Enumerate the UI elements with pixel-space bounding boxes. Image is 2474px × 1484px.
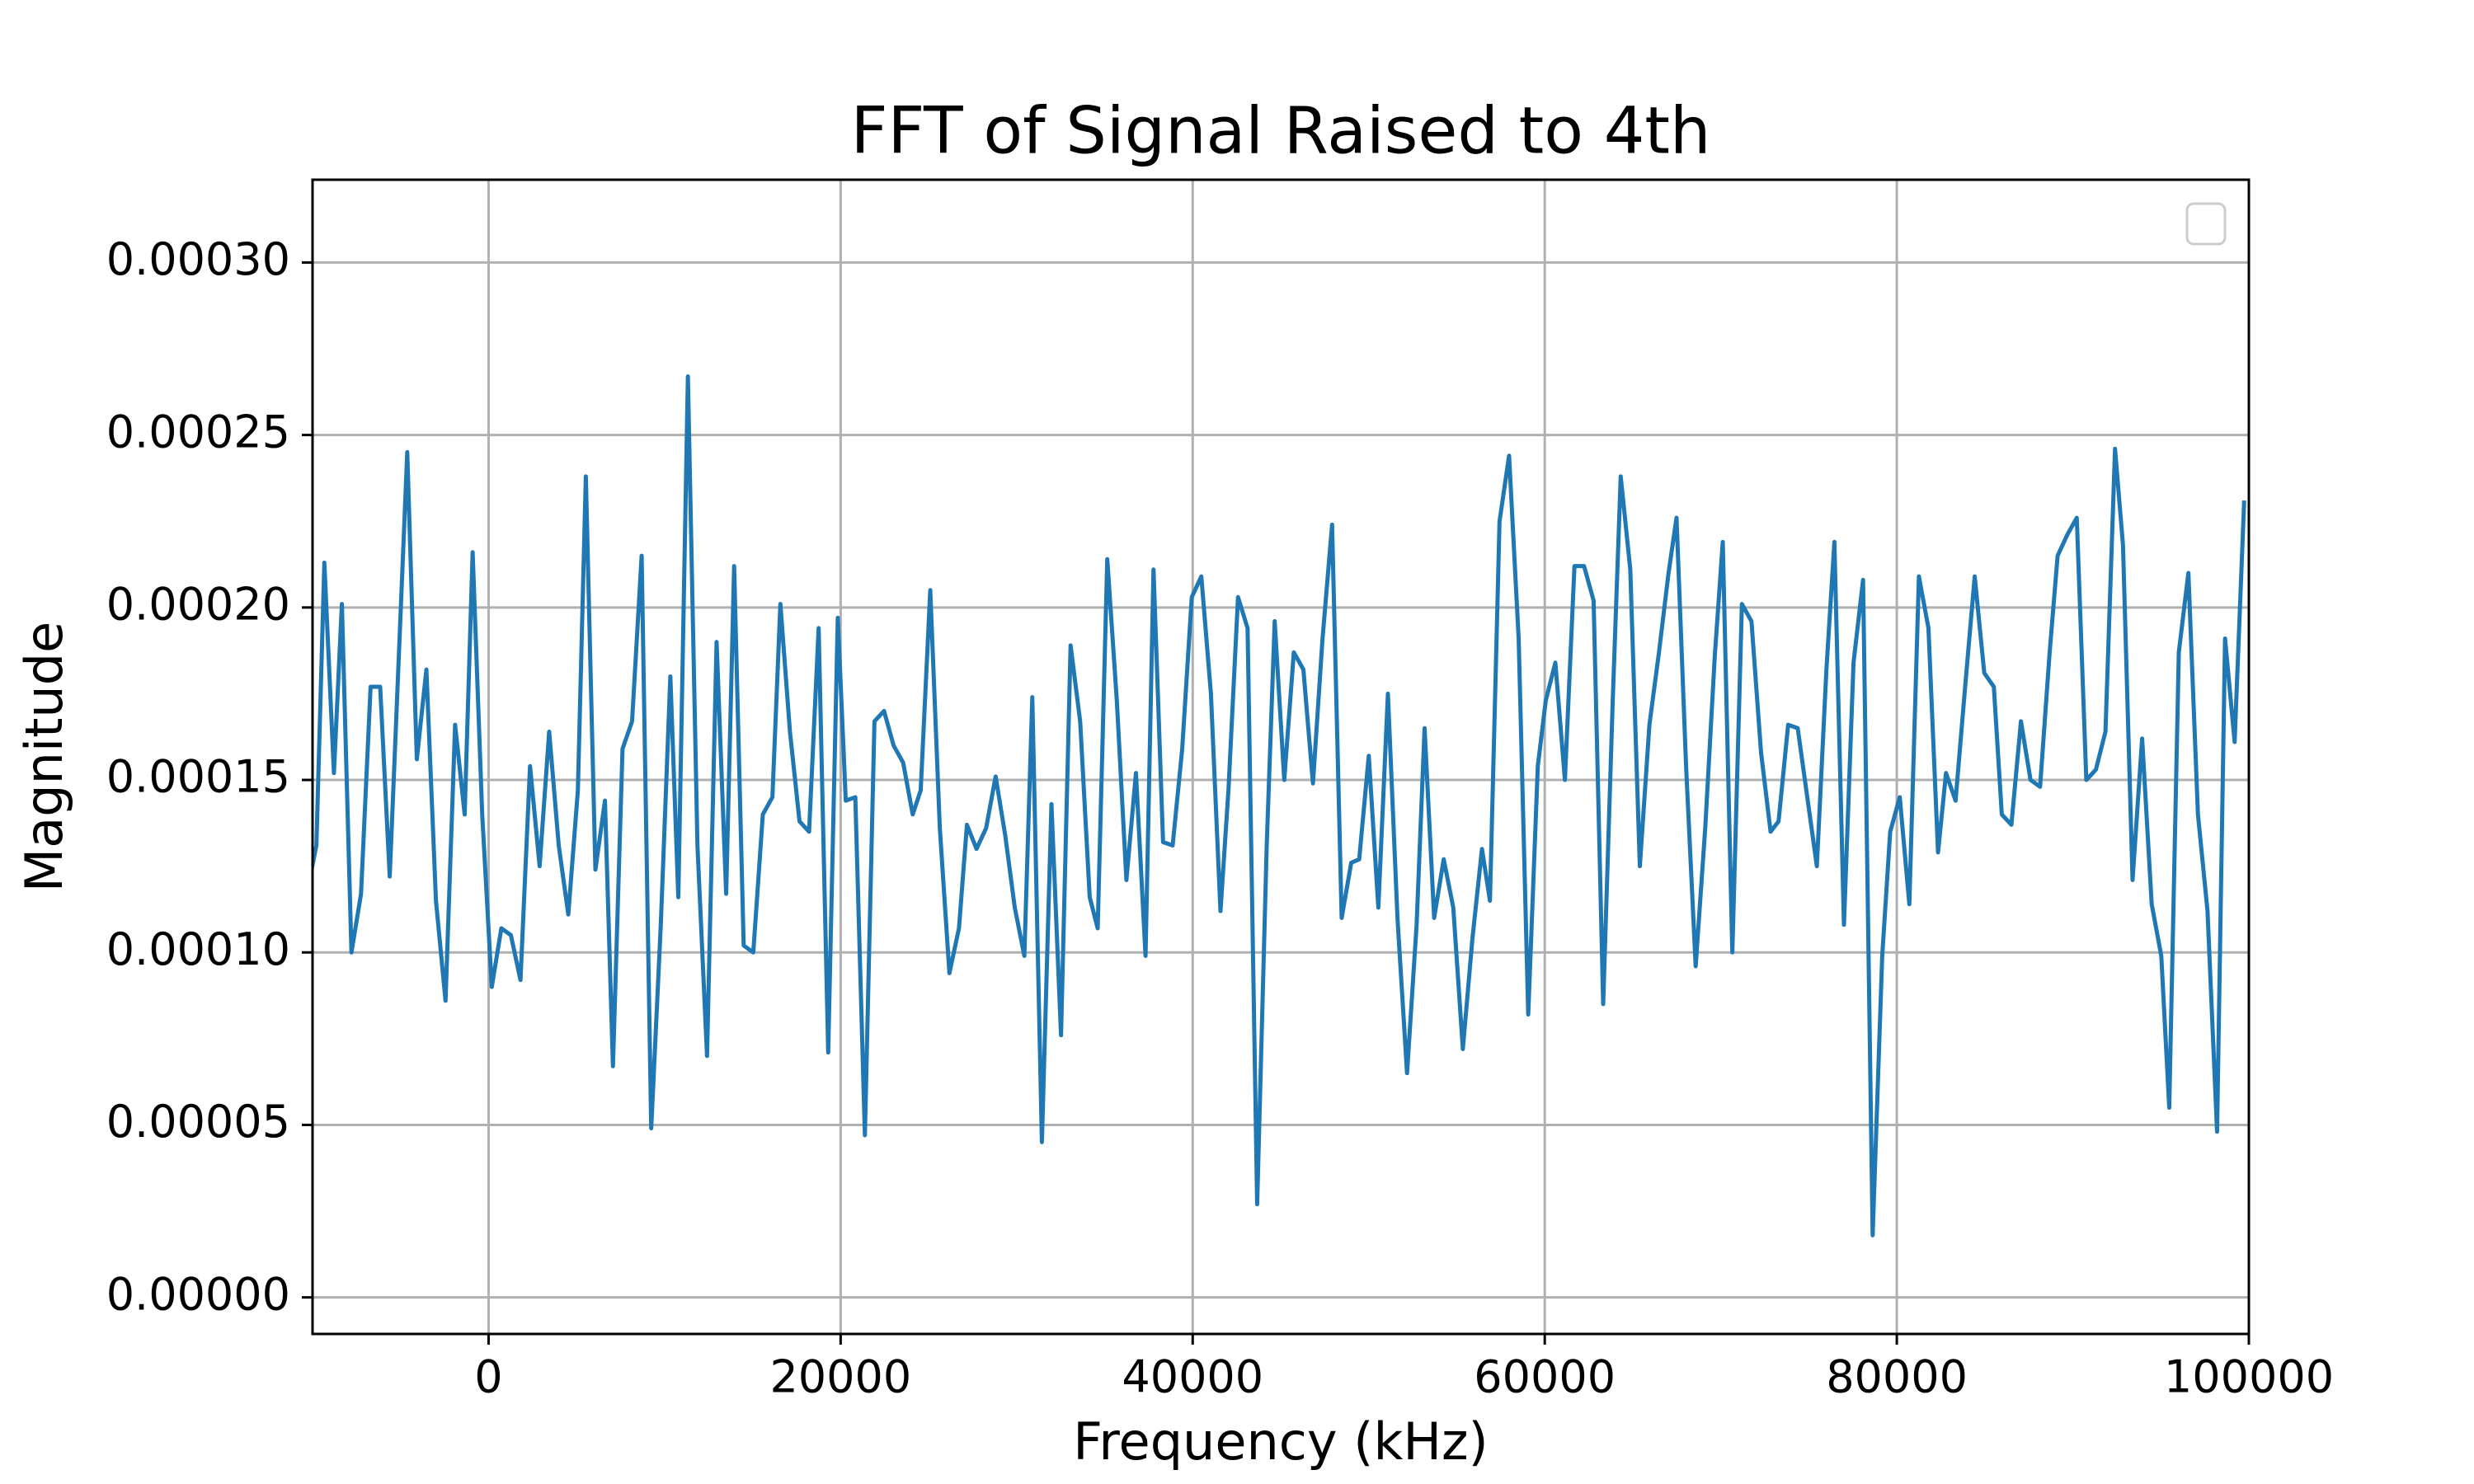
y-tick-label: 0.00030 [106,233,290,285]
y-axis-label: Magnitude [14,622,74,892]
x-tick-label: 60000 [1474,1351,1616,1403]
chart-title: FFT of Signal Raised to 4th [851,94,1711,168]
axes-frame [311,178,2251,1336]
y-tick-label: 0.00020 [106,578,290,630]
x-tick-label: 80000 [1826,1351,1968,1403]
x-tick-label: 40000 [1122,1351,1263,1403]
y-tick-label: 0.00025 [106,406,290,458]
y-tick-label: 0.00005 [106,1096,290,1148]
legend-box [2185,202,2227,246]
y-tick-label: 0.00015 [106,751,290,803]
data-line [313,373,2246,1237]
x-axis-label: Frequency (kHz) [1073,1411,1488,1472]
x-tick-label: 0 [474,1351,502,1403]
plot-area [313,373,2246,1237]
y-tick-label: 0.00010 [106,923,290,975]
x-tick-label: 100000 [2164,1351,2334,1403]
x-tick-label: 20000 [769,1351,911,1403]
ticks: 0 20000 40000 60000 80000 100000 0.00000 0.0000… [106,233,2334,1403]
y-tick-label: 0.00000 [106,1268,290,1320]
